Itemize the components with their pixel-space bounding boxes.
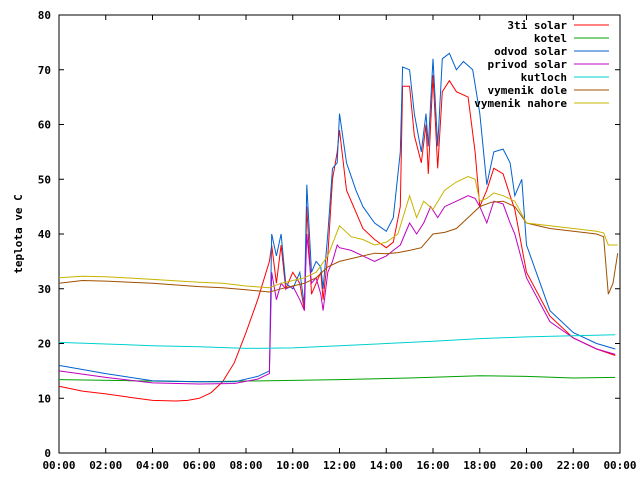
x-tick-label: 20:00 xyxy=(510,459,543,472)
x-tick-label: 12:00 xyxy=(323,459,356,472)
x-tick-label: 10:00 xyxy=(276,459,309,472)
legend-label: vymenik nahore xyxy=(474,97,567,110)
x-tick-label: 22:00 xyxy=(557,459,590,472)
y-tick-label: 70 xyxy=(38,64,51,77)
legend-label: 3ti solar xyxy=(507,19,567,32)
y-tick-label: 40 xyxy=(38,228,51,241)
x-tick-label: 16:00 xyxy=(416,459,449,472)
y-tick-label: 0 xyxy=(44,447,51,460)
series-line-6 xyxy=(58,175,618,289)
x-tick-label: 04:00 xyxy=(136,459,169,472)
series-group xyxy=(58,52,619,402)
axis-ticks: 00:00 02:00 04:00 06:00 08:00 10:00 12:00 14:00… xyxy=(38,9,637,472)
series-line-5 xyxy=(58,200,619,295)
y-tick-label: 30 xyxy=(38,283,51,296)
x-tick-label: 18:00 xyxy=(463,459,496,472)
y-tick-label: 50 xyxy=(38,173,51,186)
x-tick-label: 00:00 xyxy=(603,459,636,472)
x-tick-label: 08:00 xyxy=(229,459,262,472)
y-tick-label: 10 xyxy=(38,392,51,405)
legend-label: kutloch xyxy=(521,71,567,84)
y-axis-label: teplota ve C xyxy=(12,194,25,273)
x-tick-label: 02:00 xyxy=(89,459,122,472)
legend-label: privod solar xyxy=(488,58,568,71)
legend-label: kotel xyxy=(534,32,567,45)
y-tick-label: 20 xyxy=(38,338,51,351)
legend-label: vymenik dole xyxy=(488,84,568,97)
legend-label: odvod solar xyxy=(494,45,567,58)
series-line-4 xyxy=(58,334,616,349)
x-tick-label: 00:00 xyxy=(42,459,75,472)
x-tick-label: 06:00 xyxy=(183,459,216,472)
series-line-2 xyxy=(58,52,616,383)
y-tick-label: 60 xyxy=(38,119,51,132)
x-tick-label: 14:00 xyxy=(370,459,403,472)
y-tick-label: 80 xyxy=(38,9,51,22)
